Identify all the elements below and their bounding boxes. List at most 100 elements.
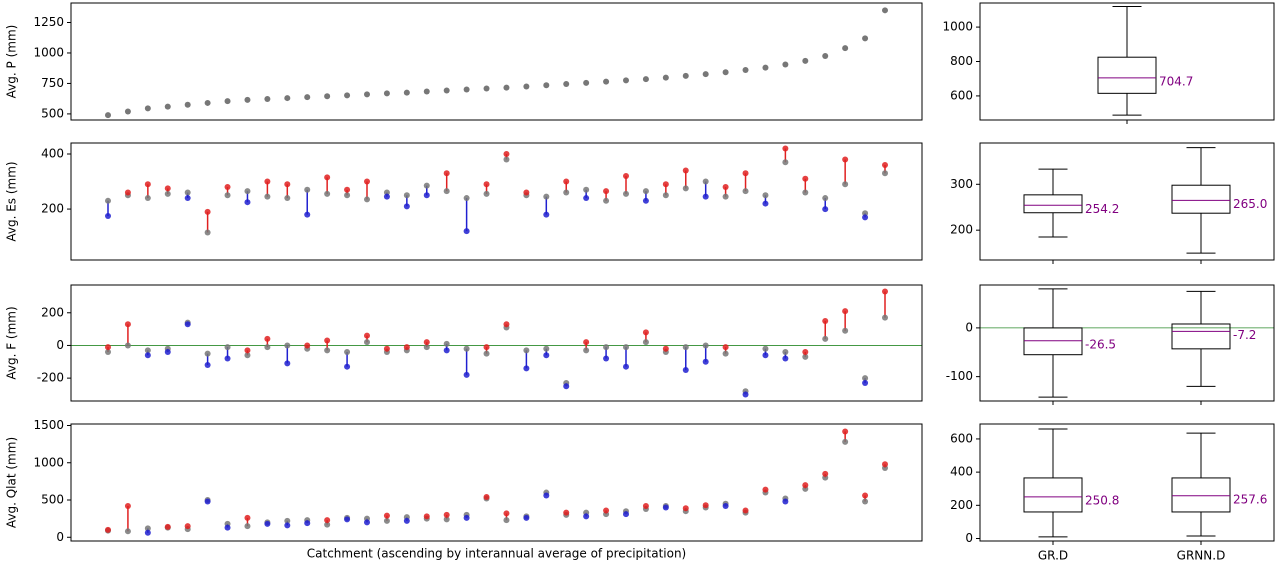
- base-point: [563, 189, 570, 196]
- model-point: [364, 519, 370, 526]
- base-point: [822, 335, 829, 342]
- model-point: [403, 203, 410, 210]
- model-point: [523, 514, 530, 521]
- model-point: [204, 362, 211, 369]
- model-point: [702, 358, 709, 365]
- base-point: [483, 350, 490, 357]
- base-point: [463, 195, 470, 202]
- model-point: [662, 345, 669, 352]
- model-point: [264, 335, 271, 342]
- base-point: [124, 528, 131, 535]
- axes-frame: [70, 142, 923, 261]
- point: [722, 69, 729, 76]
- base-point: [603, 197, 610, 204]
- model-point: [842, 156, 849, 163]
- model-point: [862, 492, 869, 499]
- point: [483, 85, 490, 92]
- base-point: [105, 197, 111, 204]
- base-point: [623, 190, 629, 197]
- model-point: [722, 184, 729, 191]
- base-point: [324, 521, 331, 528]
- y-tick-label: -100: [946, 369, 973, 383]
- model-point: [443, 347, 450, 354]
- model-point: [304, 342, 311, 349]
- base-point: [144, 195, 151, 202]
- model-point: [443, 170, 450, 177]
- model-point: [244, 199, 251, 206]
- y-tick-label: 1000: [942, 20, 973, 34]
- model-point: [862, 380, 869, 387]
- point: [264, 96, 271, 103]
- y-tick-label: 500: [41, 493, 64, 507]
- base-point: [543, 345, 550, 352]
- median-label: 254.2: [1085, 202, 1119, 216]
- point: [662, 74, 669, 81]
- model-point: [344, 186, 351, 193]
- y-axis-label: Avg. Es (mm): [5, 161, 19, 241]
- point: [144, 105, 151, 112]
- base-point: [503, 156, 510, 163]
- box: [1171, 477, 1231, 513]
- point: [523, 83, 530, 90]
- point: [224, 98, 231, 105]
- model-point: [124, 502, 131, 509]
- model-point: [383, 345, 390, 352]
- y-tick-label: 800: [950, 54, 973, 68]
- point: [642, 76, 649, 83]
- base-point: [603, 344, 610, 351]
- base-point: [324, 347, 331, 354]
- point: [842, 45, 849, 52]
- model-point: [463, 228, 470, 235]
- model-point: [344, 516, 351, 523]
- point: [802, 57, 809, 64]
- model-point: [762, 486, 769, 493]
- y-tick-label: 200: [950, 223, 973, 237]
- point: [603, 78, 610, 85]
- model-point: [383, 512, 390, 519]
- point: [463, 86, 470, 93]
- base-point: [344, 192, 351, 199]
- base-point: [842, 327, 849, 334]
- base-point: [722, 193, 729, 200]
- base-point: [762, 192, 769, 199]
- model-point: [164, 185, 171, 192]
- model-point: [184, 195, 191, 202]
- model-point: [722, 344, 729, 351]
- median-label: -7.2: [1233, 328, 1256, 342]
- x-tick-label: GRNN.D: [1177, 549, 1226, 562]
- base-point: [662, 192, 669, 199]
- y-axis-label: Avg. F (mm): [5, 306, 19, 379]
- point: [284, 95, 291, 102]
- point: [682, 72, 689, 79]
- base-point: [344, 348, 351, 355]
- model-point: [324, 174, 331, 181]
- y-tick-label: 750: [41, 76, 64, 90]
- point: [782, 61, 789, 68]
- base-point: [623, 344, 629, 351]
- base-point: [642, 188, 649, 195]
- model-point: [822, 317, 829, 324]
- model-point: [124, 189, 131, 196]
- model-point: [344, 363, 351, 370]
- y-tick-label: 200: [41, 305, 64, 319]
- model-point: [224, 524, 231, 531]
- point: [563, 81, 570, 88]
- point: [822, 53, 829, 60]
- point: [383, 90, 390, 97]
- point: [423, 88, 430, 95]
- model-point: [762, 352, 769, 359]
- model-point: [583, 339, 590, 346]
- model-point: [224, 184, 231, 191]
- model-point: [144, 529, 151, 536]
- point: [403, 89, 410, 96]
- base-point: [324, 190, 331, 197]
- model-point: [184, 321, 191, 328]
- model-point: [762, 200, 769, 207]
- base-point: [443, 516, 450, 523]
- model-point: [623, 173, 629, 180]
- y-tick-label: 0: [56, 338, 64, 352]
- median-label: 250.8: [1085, 493, 1119, 507]
- model-point: [802, 348, 809, 355]
- model-point: [324, 517, 331, 524]
